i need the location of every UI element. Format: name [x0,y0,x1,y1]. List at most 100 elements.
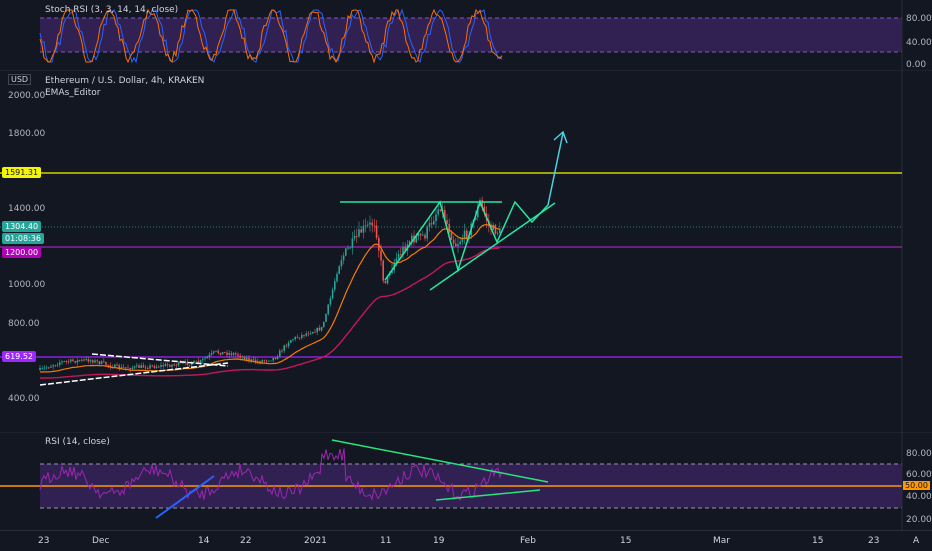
candle-body [307,333,310,335]
candle-body [182,362,184,364]
candle-body [294,336,296,340]
rsi-descending-trendline [331,439,549,483]
candle-body [459,241,461,245]
candle-body [367,224,369,226]
candle-body [254,359,257,363]
candle-body [380,250,382,261]
candle-body [67,361,70,363]
candle-body [138,365,140,368]
candle-body [239,355,241,358]
time-label-22: 22 [240,536,252,546]
candle-body [188,364,191,366]
candle-body [336,273,338,282]
candle-body [92,360,94,363]
candle-body [72,359,74,362]
candle-body [70,359,72,362]
price-tick-2000: 2000.00 [8,91,45,101]
candle-body [237,354,239,356]
candle-body [78,360,81,362]
candle-body [272,357,274,361]
candle-body [424,234,426,239]
candle-body [226,352,228,355]
candle-body [87,359,90,362]
time-axis[interactable]: 23 Dec 14 22 2021 11 19 Feb 15 Mar 15 23… [0,530,932,551]
candle-body [180,362,182,364]
candle-body [386,275,389,284]
candle-body [122,366,125,368]
candle-body [448,224,450,233]
candle-body [213,351,215,353]
candle-body [160,365,162,367]
candle-body [100,361,103,365]
candle-body [45,367,48,369]
rsi-divergence-line [155,475,215,519]
candle-body [358,229,360,237]
candle-body [408,241,411,245]
candle-body [202,359,204,361]
stoch-lines [39,8,503,64]
candle-body [118,365,120,369]
candle-body [96,360,98,362]
rsi-ascending-trendline [435,489,541,501]
rsi-pane[interactable]: 80.00 60.00 40.00 20.00 RSI (14, close) … [0,432,932,530]
stoch-band [40,18,902,52]
candle-body [250,359,252,361]
time-label-2021: 2021 [304,536,327,546]
candle-body [246,358,248,360]
stoch-tick-80: 80.00 [906,14,932,24]
candle-body [50,366,52,368]
candle-body [114,364,116,368]
candle-body [153,365,156,368]
stoch-rsi-pane[interactable]: 80.00 40.00 0.00 Stoch RSI (3, 3, 14, 14… [0,0,932,70]
currency-label[interactable]: USD [8,74,32,85]
candle-body [384,280,387,284]
candle-body [191,363,193,365]
candle-body [186,361,189,365]
candle-body [290,340,292,343]
ema-slow-line [40,247,500,379]
price-pane[interactable]: 2000.00 1800.00 1400.00 1000.00 800.00 4… [0,70,932,432]
zigzag-pattern [384,199,549,281]
time-label-mar: Mar [713,536,730,546]
candle-body [241,356,244,358]
countdown-tag: 01:08:36 [2,233,44,244]
candle-body [166,364,169,366]
candle-body [439,209,442,212]
price-tick-400: 400.00 [8,394,40,404]
candle-body [400,254,402,255]
candle-body [149,365,151,369]
candle-body [76,360,79,363]
candle-body [195,360,197,362]
candle-body [371,222,373,226]
auto-scale-button[interactable]: A [913,536,920,546]
candle-body [463,230,466,239]
candle-body [499,228,501,233]
candle-body [444,210,446,221]
candle-body [127,367,129,369]
candle-body [450,232,453,240]
candle-body [428,223,431,227]
candle-body [391,270,393,274]
candle-body [206,356,208,359]
candle-body [177,362,180,366]
ema-fast-line [40,224,500,373]
time-label-dec: Dec [92,536,110,546]
candle-body [155,366,158,368]
time-label-15b: 15 [812,536,824,546]
time-label-14: 14 [198,536,210,546]
indicator-label[interactable]: EMAs_Editor [45,88,101,98]
candle-body [43,367,46,369]
candle-body [94,360,96,363]
candle-body [107,364,109,366]
candle-body [162,365,164,367]
candle-body [133,366,136,368]
price-tick-1400: 1400.00 [8,204,45,214]
candle-body [318,327,321,331]
candle-body [323,321,325,327]
candle-body [136,365,138,367]
candle-body [85,359,87,360]
candle-body [481,200,483,207]
candle-body [219,352,222,355]
price-chart: 2000.00 1800.00 1400.00 1000.00 800.00 4… [0,70,932,432]
candle-body [331,289,334,299]
